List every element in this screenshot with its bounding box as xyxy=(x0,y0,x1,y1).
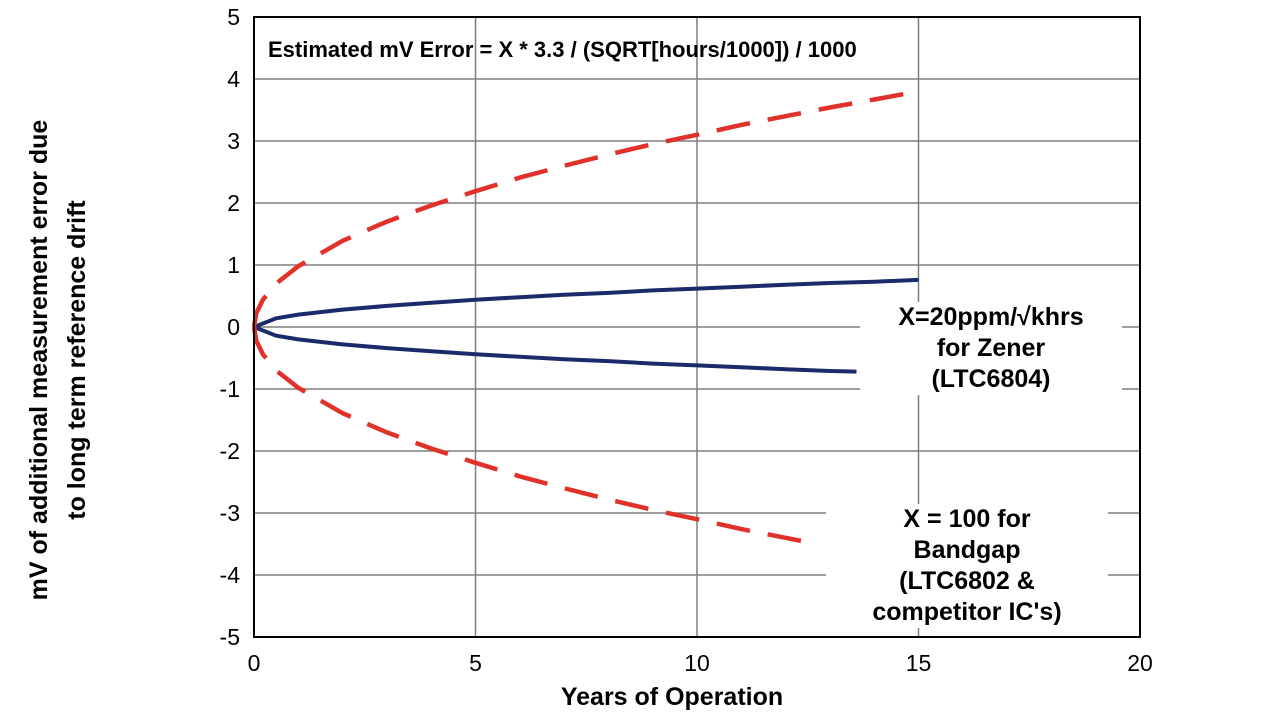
y-axis-label: mV of additional measurement error due t… xyxy=(20,120,96,601)
y-tick-label: -2 xyxy=(220,438,240,464)
x-tick-label: 15 xyxy=(906,650,932,676)
x-tick-label: 5 xyxy=(469,650,482,676)
y-tick-label: -5 xyxy=(220,624,240,650)
zener-annotation-line1: X=20ppm/√khrs xyxy=(898,303,1084,331)
bandgap-series-line-2 xyxy=(251,89,919,328)
zener-series-line-0 xyxy=(253,277,919,329)
y-tick-label: 2 xyxy=(227,190,240,216)
zener-annotation-line3: (LTC6804) xyxy=(931,365,1051,393)
zener-series-line-1 xyxy=(253,325,857,374)
zener-annotation: X=20ppm/√khrs for Zener (LTC6804) xyxy=(860,302,1122,395)
bandgap-series-line-3 xyxy=(251,326,818,547)
bandgap-annotation-line4: competitor IC's) xyxy=(872,598,1062,626)
y-tick-label: -3 xyxy=(220,500,240,526)
y-tick-label: 4 xyxy=(227,66,240,92)
y-tick-label: -4 xyxy=(220,562,241,588)
y-tick-label: -1 xyxy=(220,376,240,402)
y-tick-label: 3 xyxy=(227,128,240,154)
y-axis-label-line1: mV of additional measurement error due xyxy=(25,119,53,601)
x-tick-label: 20 xyxy=(1127,650,1153,676)
y-tick-label: 1 xyxy=(227,252,240,278)
bandgap-annotation-line1: X = 100 for xyxy=(903,505,1031,533)
x-tick-label: 10 xyxy=(684,650,710,676)
zener-annotation-line2: for Zener xyxy=(936,334,1046,362)
y-axis-label-line2: to long term reference drift xyxy=(63,200,91,520)
x-axis-label: Years of Operation xyxy=(560,683,784,711)
x-tick-label: 0 xyxy=(248,650,261,676)
plot-frame xyxy=(253,16,1141,638)
y-tick-label: 0 xyxy=(227,314,240,340)
series-lines xyxy=(251,89,919,547)
formula-annotation: Estimated mV Error = X * 3.3 / (SQRT[hou… xyxy=(268,37,857,62)
y-tick-label: 5 xyxy=(227,4,240,30)
bandgap-annotation: X = 100 for Bandgap (LTC6802 & competito… xyxy=(826,504,1108,628)
bandgap-annotation-line3: (LTC6802 & xyxy=(899,567,1035,595)
bandgap-annotation-line2: Bandgap xyxy=(913,536,1021,564)
